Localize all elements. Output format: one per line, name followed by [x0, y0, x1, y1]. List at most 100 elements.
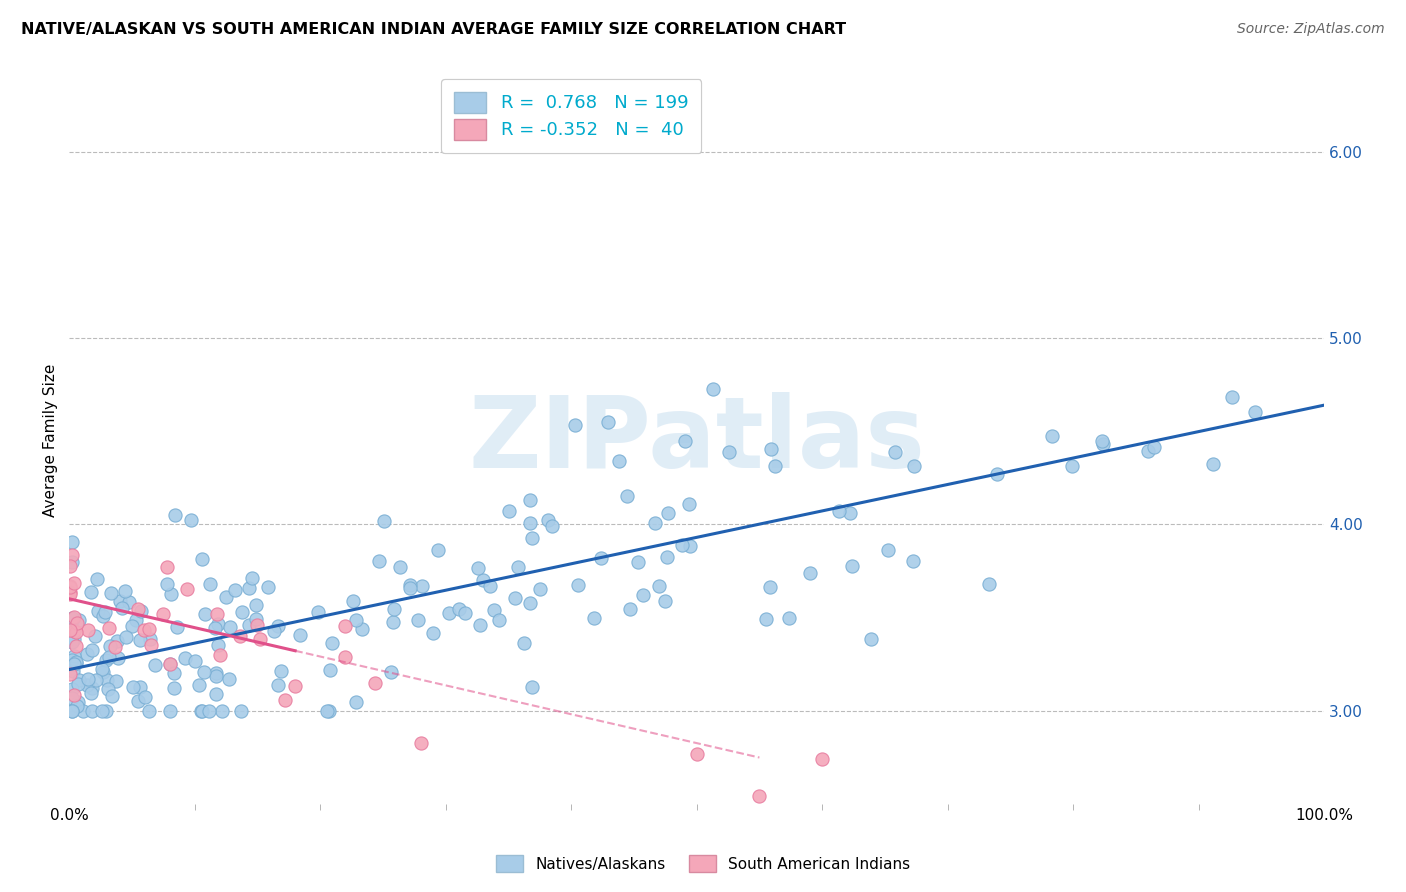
Y-axis label: Average Family Size: Average Family Size — [44, 364, 58, 517]
Point — [364, 676, 387, 690]
Point — [439, 607, 461, 621]
Point — [1062, 458, 1084, 473]
Point — [98, 649, 121, 664]
Point — [607, 454, 630, 468]
Point — [263, 624, 285, 638]
Point — [163, 508, 186, 522]
Point — [155, 577, 177, 591]
Point — [307, 605, 329, 619]
Point — [180, 513, 202, 527]
Point — [67, 673, 90, 687]
Point — [841, 559, 863, 574]
Text: NATIVE/ALASKAN VS SOUTH AMERICAN INDIAN AVERAGE FAMILY SIZE CORRELATION CHART: NATIVE/ALASKAN VS SOUTH AMERICAN INDIAN … — [21, 22, 846, 37]
Point — [1243, 405, 1265, 419]
Point — [118, 595, 141, 609]
Point — [60, 653, 83, 667]
Point — [191, 552, 214, 566]
Point — [128, 681, 150, 695]
Point — [901, 554, 924, 568]
Point — [319, 663, 342, 677]
Point — [198, 704, 221, 718]
Point — [1220, 390, 1243, 404]
Point — [382, 602, 405, 616]
Point — [411, 579, 433, 593]
Point — [62, 576, 84, 591]
Point — [344, 694, 367, 708]
Point — [1143, 440, 1166, 454]
Point — [159, 587, 181, 601]
Point — [72, 704, 94, 718]
Point — [422, 625, 444, 640]
Point — [60, 691, 83, 706]
Point — [564, 418, 586, 433]
Point — [426, 543, 449, 558]
Point — [65, 657, 87, 671]
Point — [219, 620, 242, 634]
Point — [224, 583, 246, 598]
Point — [519, 596, 541, 610]
Point — [76, 672, 98, 686]
Point — [839, 506, 862, 520]
Point — [284, 679, 307, 693]
Point — [66, 615, 89, 630]
Point — [63, 688, 86, 702]
Point — [80, 585, 103, 599]
Point — [190, 704, 212, 718]
Point — [1136, 443, 1159, 458]
Point — [63, 657, 86, 671]
Point — [207, 638, 229, 652]
Point — [342, 594, 364, 608]
Point — [644, 516, 666, 530]
Point — [205, 687, 228, 701]
Point — [318, 704, 340, 718]
Point — [127, 601, 149, 615]
Point — [60, 704, 83, 718]
Point — [316, 704, 339, 718]
Point — [76, 648, 98, 662]
Point — [96, 673, 118, 687]
Point — [105, 633, 128, 648]
Point — [616, 489, 638, 503]
Point — [506, 559, 529, 574]
Point — [60, 622, 83, 636]
Point — [627, 555, 650, 569]
Point — [62, 664, 84, 678]
Point — [828, 504, 851, 518]
Point — [488, 613, 510, 627]
Point — [60, 611, 83, 625]
Point — [647, 579, 669, 593]
Point — [121, 618, 143, 632]
Point — [60, 633, 83, 648]
Point — [143, 658, 166, 673]
Point — [290, 628, 312, 642]
Point — [98, 621, 121, 635]
Point — [536, 513, 558, 527]
Point — [567, 578, 589, 592]
Point — [122, 681, 145, 695]
Point — [66, 698, 89, 713]
Point — [755, 612, 778, 626]
Point — [173, 650, 195, 665]
Point — [529, 582, 551, 597]
Point — [211, 704, 233, 718]
Point — [449, 601, 471, 615]
Point — [249, 632, 271, 647]
Point — [472, 573, 495, 587]
Legend: Natives/Alaskans, South American Indians: Natives/Alaskans, South American Indians — [488, 847, 918, 880]
Point — [194, 607, 217, 621]
Point — [884, 445, 907, 459]
Point — [238, 582, 260, 596]
Point — [335, 619, 357, 633]
Point — [59, 558, 82, 573]
Point — [98, 639, 121, 653]
Point — [84, 673, 107, 688]
Point — [127, 693, 149, 707]
Point — [59, 579, 82, 593]
Point — [778, 611, 800, 625]
Point — [94, 704, 117, 718]
Point — [520, 531, 543, 545]
Point — [498, 504, 520, 518]
Point — [91, 665, 114, 680]
Point — [520, 680, 543, 694]
Point — [619, 602, 641, 616]
